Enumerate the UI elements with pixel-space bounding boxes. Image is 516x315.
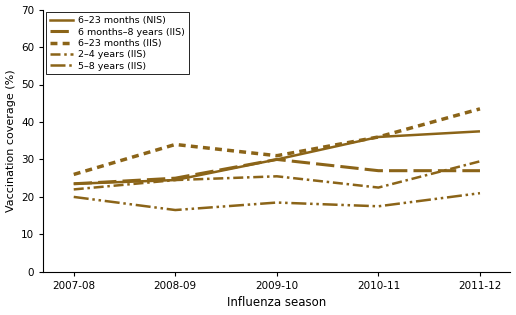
Y-axis label: Vaccination coverage (%): Vaccination coverage (%) <box>6 69 15 212</box>
6–23 months (NIS) <box>375 135 381 139</box>
5–8 years (IIS) <box>477 191 483 195</box>
6 months–8 years (IIS) <box>375 169 381 173</box>
Line: 6–23 months (IIS): 6–23 months (IIS) <box>74 109 480 175</box>
6–23 months (NIS) <box>274 158 280 161</box>
Line: 6–23 months (NIS): 6–23 months (NIS) <box>74 131 480 184</box>
6–23 months (IIS) <box>172 143 179 146</box>
6–23 months (IIS) <box>274 154 280 158</box>
6 months–8 years (IIS) <box>172 176 179 180</box>
5–8 years (IIS) <box>375 204 381 208</box>
Line: 5–8 years (IIS): 5–8 years (IIS) <box>74 193 480 210</box>
2–4 years (IIS) <box>274 175 280 178</box>
Line: 2–4 years (IIS): 2–4 years (IIS) <box>74 161 480 189</box>
Legend: 6–23 months (NIS), 6 months–8 years (IIS), 6–23 months (IIS), 2–4 years (IIS), 5: 6–23 months (NIS), 6 months–8 years (IIS… <box>46 12 189 74</box>
6–23 months (NIS) <box>172 178 179 182</box>
Line: 6 months–8 years (IIS): 6 months–8 years (IIS) <box>74 159 480 184</box>
6–23 months (IIS) <box>375 135 381 139</box>
6–23 months (IIS) <box>477 107 483 111</box>
6 months–8 years (IIS) <box>477 169 483 173</box>
X-axis label: Influenza season: Influenza season <box>227 296 327 309</box>
5–8 years (IIS) <box>274 201 280 204</box>
6 months–8 years (IIS) <box>71 182 77 186</box>
2–4 years (IIS) <box>71 187 77 191</box>
2–4 years (IIS) <box>375 186 381 189</box>
5–8 years (IIS) <box>172 208 179 212</box>
2–4 years (IIS) <box>172 178 179 182</box>
2–4 years (IIS) <box>477 159 483 163</box>
6 months–8 years (IIS) <box>274 158 280 161</box>
6–23 months (NIS) <box>477 129 483 133</box>
5–8 years (IIS) <box>71 195 77 199</box>
6–23 months (IIS) <box>71 173 77 176</box>
6–23 months (NIS) <box>71 182 77 186</box>
